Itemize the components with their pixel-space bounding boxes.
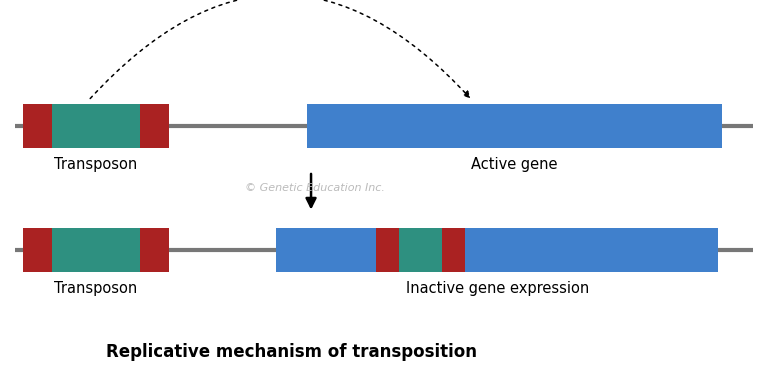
Bar bbox=[23, 104, 169, 147]
Bar bbox=[23, 229, 52, 271]
Bar bbox=[140, 229, 169, 271]
Bar bbox=[276, 229, 718, 271]
Bar bbox=[140, 104, 169, 147]
Text: Transposon: Transposon bbox=[55, 281, 137, 296]
Text: Active gene: Active gene bbox=[472, 157, 558, 172]
Bar bbox=[307, 104, 722, 147]
Bar bbox=[23, 104, 52, 147]
Bar bbox=[442, 229, 465, 271]
Text: Transposon: Transposon bbox=[55, 157, 137, 172]
Bar bbox=[23, 229, 169, 271]
Text: Inactive gene expression: Inactive gene expression bbox=[406, 281, 589, 296]
Bar bbox=[376, 229, 465, 271]
Bar bbox=[376, 229, 399, 271]
Text: Replicative mechanism of transposition: Replicative mechanism of transposition bbox=[106, 343, 478, 361]
Text: © Genetic Education Inc.: © Genetic Education Inc. bbox=[245, 183, 385, 193]
